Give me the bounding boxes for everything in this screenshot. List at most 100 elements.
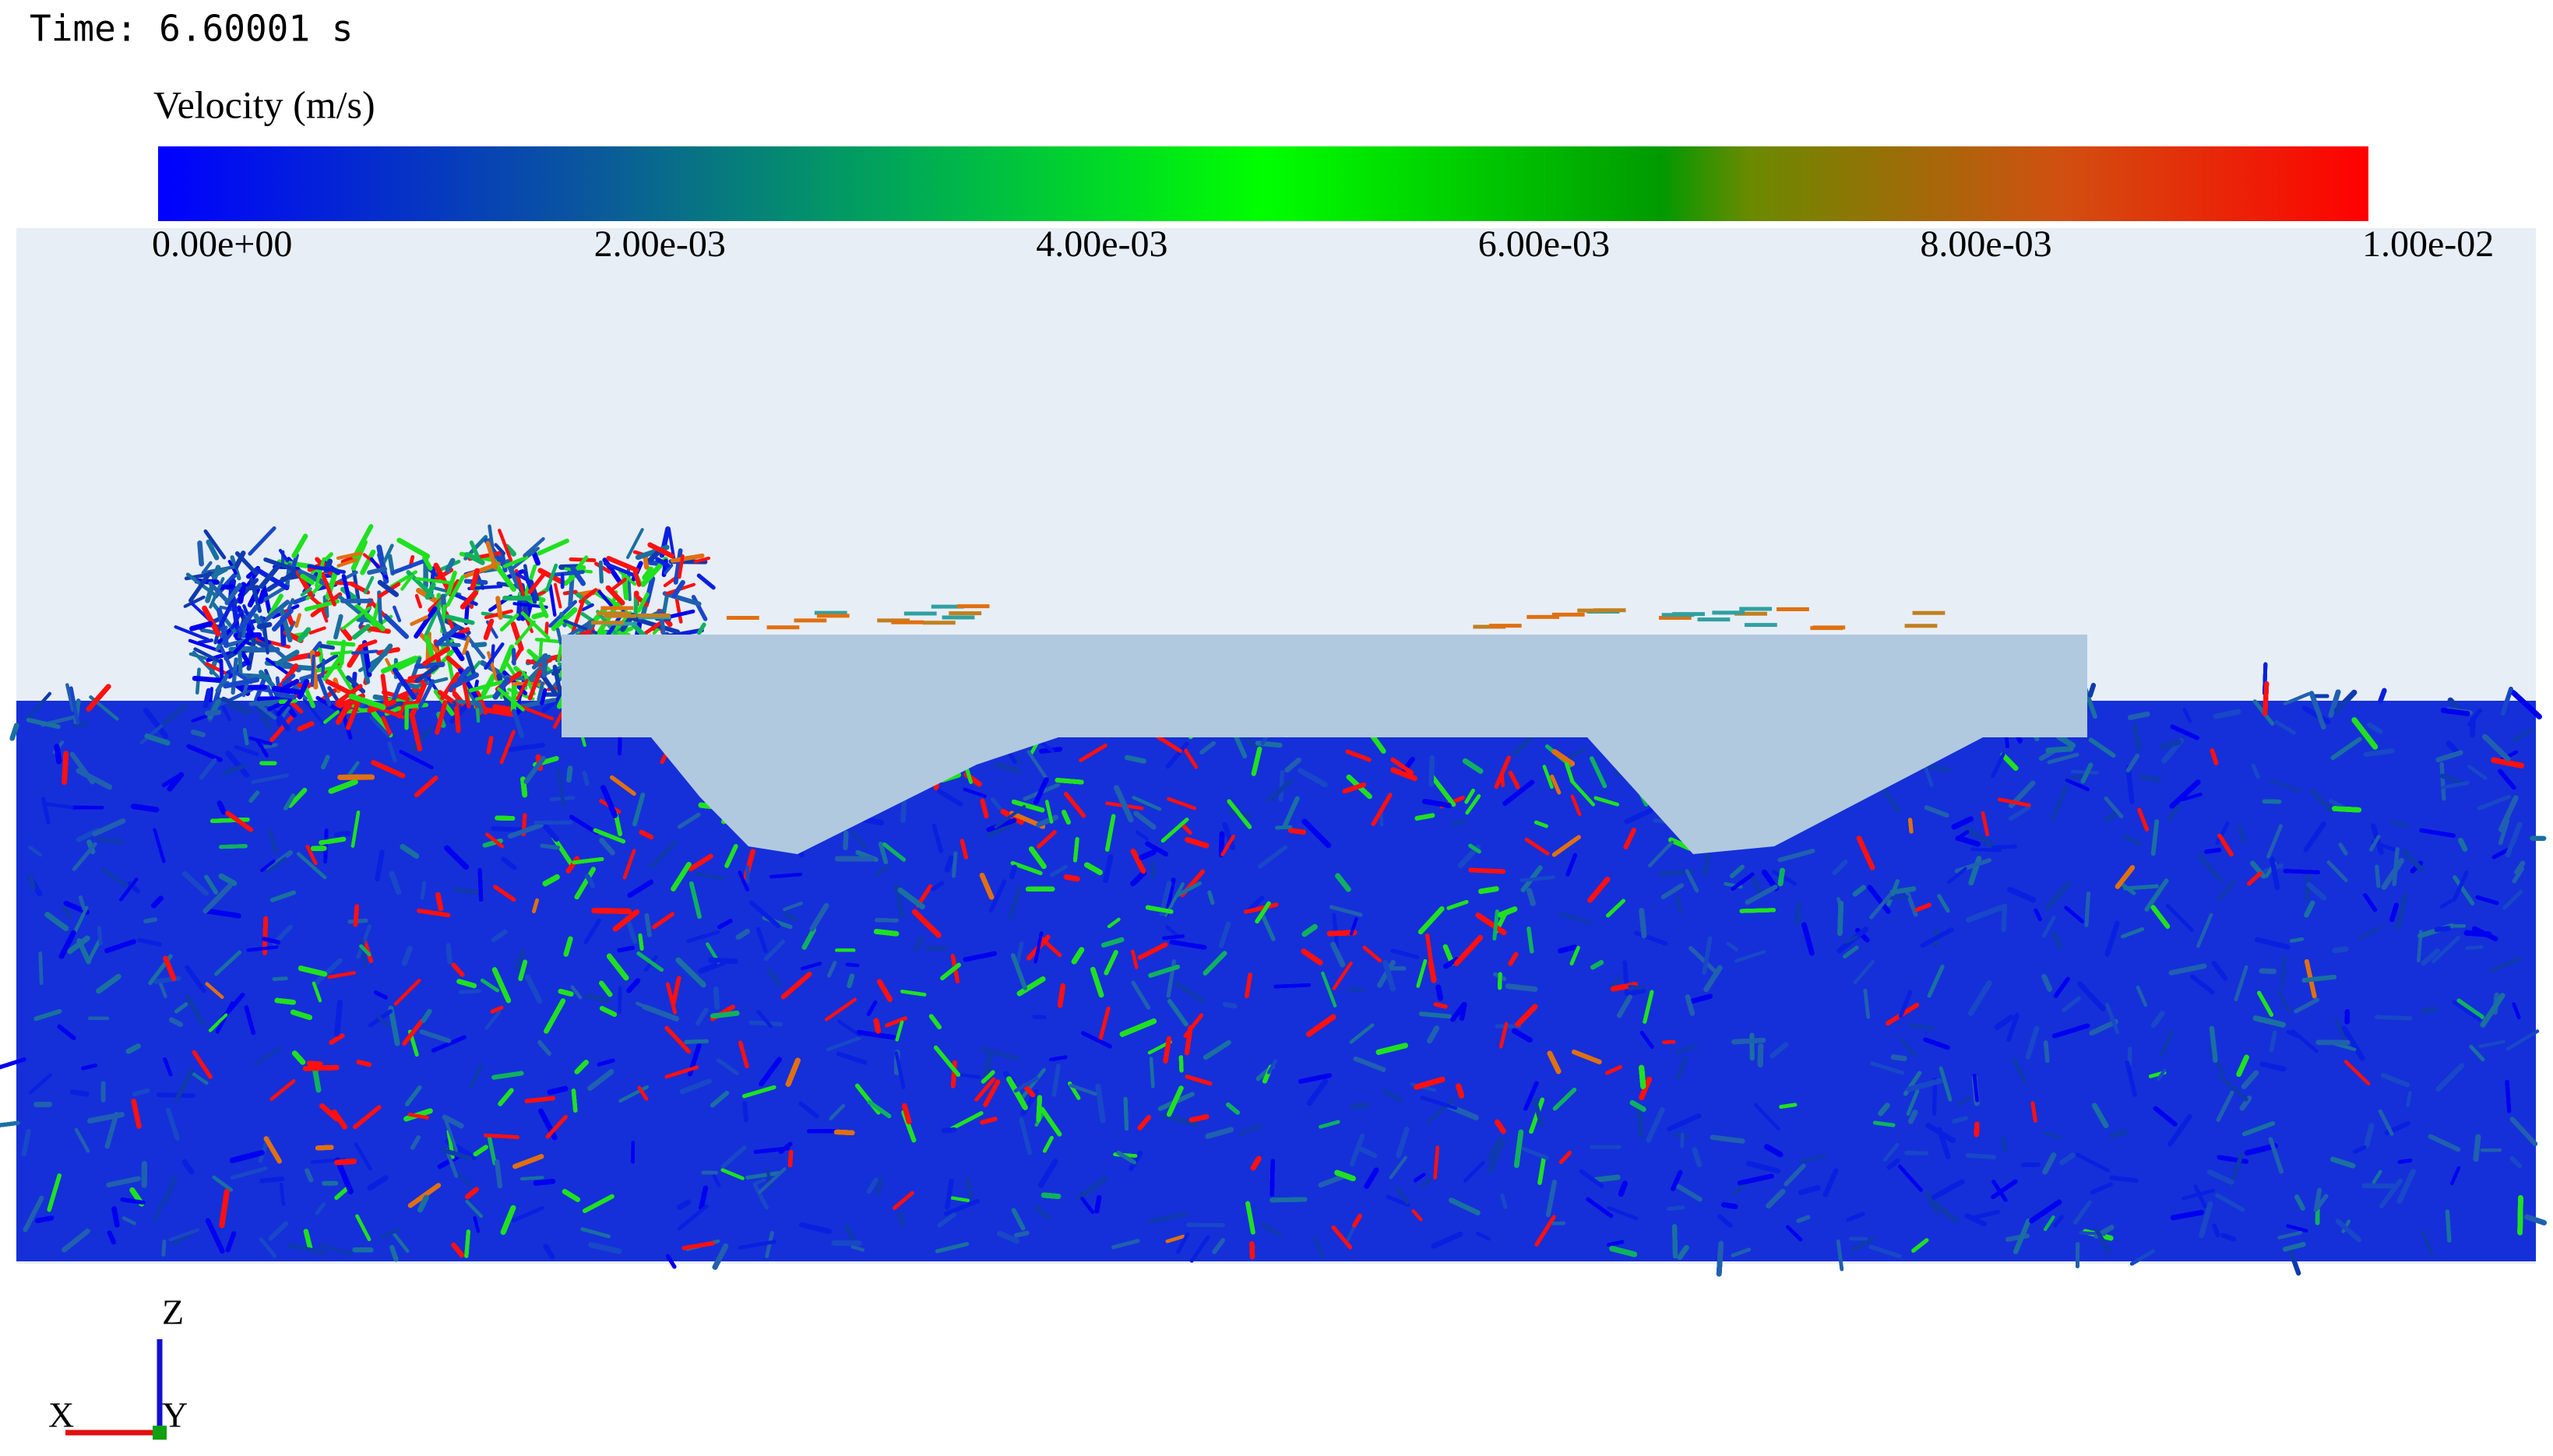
- particle: [281, 673, 296, 687]
- particle: [321, 658, 326, 678]
- particle: [564, 567, 593, 574]
- particle: [380, 673, 389, 704]
- particle: [693, 556, 711, 564]
- particle: [217, 607, 230, 649]
- particle: [531, 611, 547, 620]
- particle: [671, 579, 685, 599]
- particle: [248, 526, 276, 556]
- particle: [297, 569, 329, 587]
- particle: [519, 698, 557, 709]
- particle: [211, 567, 229, 579]
- particle: [316, 673, 332, 707]
- particle: [449, 702, 471, 724]
- particle: [552, 664, 563, 695]
- particle: [516, 678, 529, 701]
- particle: [340, 627, 353, 642]
- particle: [462, 682, 471, 709]
- particle: [580, 611, 593, 621]
- particle: [393, 605, 402, 623]
- particle: [603, 561, 636, 578]
- particle: [626, 528, 644, 559]
- particle: [280, 706, 291, 720]
- particle: [475, 708, 481, 723]
- particle: [571, 597, 586, 635]
- particle: [308, 626, 326, 635]
- particle: [606, 555, 639, 573]
- particle: [548, 583, 557, 617]
- particle: [494, 543, 506, 556]
- particle: [381, 543, 394, 566]
- particle: [377, 579, 400, 597]
- particle: [529, 579, 540, 601]
- particle: [499, 644, 515, 673]
- particle: [231, 657, 238, 695]
- particle: [333, 614, 343, 640]
- particle: [321, 574, 336, 607]
- particle: [605, 585, 625, 606]
- particle: [534, 638, 563, 644]
- particle: [446, 570, 457, 596]
- particle: [203, 529, 227, 560]
- particle: [510, 682, 517, 713]
- particle: [350, 649, 379, 655]
- particle: [380, 656, 418, 674]
- particle: [299, 673, 315, 681]
- particle: [238, 604, 259, 632]
- particle: [231, 609, 244, 630]
- particle: [183, 595, 206, 608]
- particle: [644, 575, 656, 606]
- particle: [341, 606, 372, 631]
- particle: [237, 643, 243, 677]
- particle: [414, 661, 445, 670]
- particle: [327, 686, 340, 702]
- particle: [188, 652, 207, 660]
- particle: [568, 574, 575, 608]
- particle: [598, 560, 604, 584]
- particle: [553, 582, 562, 609]
- particle: [454, 705, 461, 733]
- particle: [313, 664, 343, 673]
- particle: [340, 555, 357, 565]
- particle: [514, 620, 536, 645]
- particle: [484, 642, 505, 670]
- particle: [289, 553, 299, 577]
- particle: [445, 614, 475, 625]
- particle: [326, 640, 356, 647]
- particle: [498, 529, 513, 562]
- particle: [663, 564, 674, 575]
- particle: [339, 639, 347, 666]
- particle: [347, 644, 364, 668]
- particle: [465, 635, 486, 659]
- particle: [233, 634, 253, 655]
- particle: [499, 613, 519, 632]
- particle: [581, 603, 594, 612]
- particle: [422, 646, 451, 666]
- particle: [422, 555, 433, 571]
- particle: [696, 622, 706, 635]
- particle: [254, 567, 290, 591]
- particle: [469, 540, 481, 561]
- particle: [275, 649, 300, 666]
- particle: [502, 555, 529, 568]
- particle: [278, 548, 290, 563]
- particle: [377, 590, 383, 630]
- particle: [414, 593, 423, 609]
- particle: [307, 564, 347, 575]
- particle: [597, 589, 613, 607]
- particle: [262, 624, 269, 655]
- particle: [314, 557, 326, 588]
- particle: [220, 703, 231, 722]
- particle: [174, 625, 210, 642]
- particle: [523, 536, 545, 557]
- particle: [409, 682, 427, 718]
- particle: [414, 606, 438, 639]
- particle: [302, 697, 325, 725]
- particle: [382, 613, 409, 639]
- particle: [255, 705, 273, 730]
- particle: [268, 593, 283, 617]
- particle: [219, 659, 224, 682]
- particle: [359, 648, 371, 684]
- particle: [310, 654, 315, 688]
- particle: [269, 713, 295, 743]
